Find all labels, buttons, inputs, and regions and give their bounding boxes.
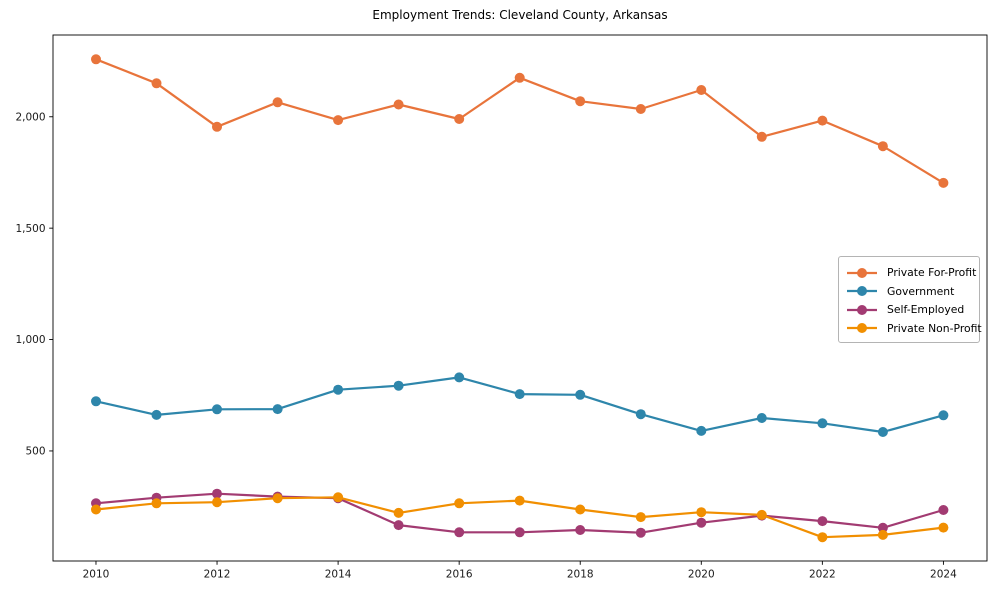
data-point-private-non-profit	[575, 504, 586, 515]
data-point-self-employed	[635, 527, 646, 538]
data-point-private-for-profit	[212, 121, 222, 132]
data-point-private-non-profit	[151, 498, 162, 509]
data-point-private-for-profit	[938, 177, 949, 188]
data-point-private-non-profit	[877, 529, 888, 540]
data-point-government	[938, 410, 949, 421]
legend-label-private-non-profit: Private Non-Profit	[887, 321, 982, 335]
series-line-government	[95, 376, 944, 434]
data-point-government	[91, 396, 101, 407]
data-point-government	[817, 418, 828, 429]
legend-marker-private-for-profit	[847, 267, 877, 278]
data-point-self-employed	[212, 488, 222, 499]
data-point-private-non-profit	[817, 532, 828, 543]
legend-marker-self-employed	[847, 304, 877, 315]
legend-entry-private-non-profit: Private Non-Profit	[846, 320, 982, 337]
chart-title: Employment Trends: Cleveland County, Ark…	[372, 8, 668, 22]
x-tick-label: 2012	[204, 569, 231, 581]
legend-label-self-employed: Self-Employed	[887, 303, 965, 317]
y-tick-label: 2,000	[15, 111, 45, 123]
legend-label-private-for-profit: Private For-Profit	[887, 266, 977, 279]
data-point-private-non-profit	[756, 509, 767, 520]
x-tick-label: 2018	[567, 569, 594, 581]
data-point-self-employed	[817, 516, 828, 527]
data-point-private-non-profit	[212, 497, 222, 508]
legend-entry-government: Government	[846, 283, 973, 300]
data-point-private-non-profit	[635, 512, 646, 523]
data-point-private-for-profit	[635, 104, 646, 114]
legend: Private For-Profit Government Self-Employe…	[838, 256, 982, 343]
data-point-government	[696, 425, 707, 436]
data-point-private-for-profit	[696, 85, 707, 95]
data-point-government	[454, 372, 465, 383]
data-point-private-for-profit	[817, 115, 828, 126]
data-point-private-for-profit	[151, 78, 162, 89]
data-point-private-non-profit	[454, 498, 465, 509]
data-point-government	[514, 389, 525, 400]
x-tick-label: 2014	[325, 569, 352, 581]
data-point-private-non-profit	[393, 507, 404, 518]
data-point-self-employed	[393, 520, 404, 531]
y-tick-label: 500	[25, 446, 45, 458]
x-tick-label: 2024	[930, 569, 957, 581]
data-point-government	[877, 427, 888, 437]
data-point-government	[272, 404, 283, 415]
data-point-self-employed	[877, 522, 888, 533]
data-point-government	[756, 413, 767, 423]
data-point-private-for-profit	[514, 72, 525, 83]
legend-entry-self-employed: Self-Employed	[846, 301, 973, 318]
data-point-government	[635, 409, 646, 420]
data-point-private-for-profit	[272, 97, 283, 108]
x-tick-label: 2020	[688, 569, 715, 581]
data-point-private-for-profit	[393, 99, 404, 110]
data-point-private-non-profit	[514, 495, 525, 506]
data-point-private-for-profit	[333, 115, 344, 126]
data-point-self-employed	[575, 525, 586, 535]
plot-frame	[52, 34, 988, 562]
x-tick-label: 2022	[809, 569, 836, 581]
data-point-self-employed	[938, 505, 949, 515]
legend-label-government: Government	[887, 284, 955, 298]
data-point-private-for-profit	[877, 141, 888, 152]
data-point-government	[393, 380, 404, 391]
data-point-self-employed	[514, 527, 525, 538]
x-tick-label: 2010	[83, 569, 110, 581]
data-point-self-employed	[454, 527, 465, 538]
data-point-private-non-profit	[696, 507, 707, 518]
data-point-self-employed	[696, 517, 707, 528]
y-tick-label: 1,500	[15, 223, 45, 235]
legend-entry-private-for-profit: Private For-Profit	[846, 264, 977, 281]
legend-marker-government	[847, 286, 877, 297]
data-point-government	[151, 409, 162, 420]
data-point-private-for-profit	[454, 114, 465, 124]
y-tick-label: 1,000	[15, 334, 45, 346]
data-point-private-non-profit	[91, 504, 101, 515]
data-point-government	[212, 404, 222, 415]
data-point-private-for-profit	[756, 131, 767, 142]
data-point-private-for-profit	[91, 54, 101, 65]
data-point-private-non-profit	[333, 492, 344, 503]
data-point-government	[333, 384, 344, 395]
data-point-government	[575, 389, 586, 400]
x-tick-label: 2016	[446, 569, 473, 581]
data-point-private-for-profit	[575, 96, 586, 107]
legend-marker-private-non-profit	[847, 323, 877, 334]
data-point-private-non-profit	[938, 522, 949, 533]
data-point-private-non-profit	[272, 493, 283, 504]
